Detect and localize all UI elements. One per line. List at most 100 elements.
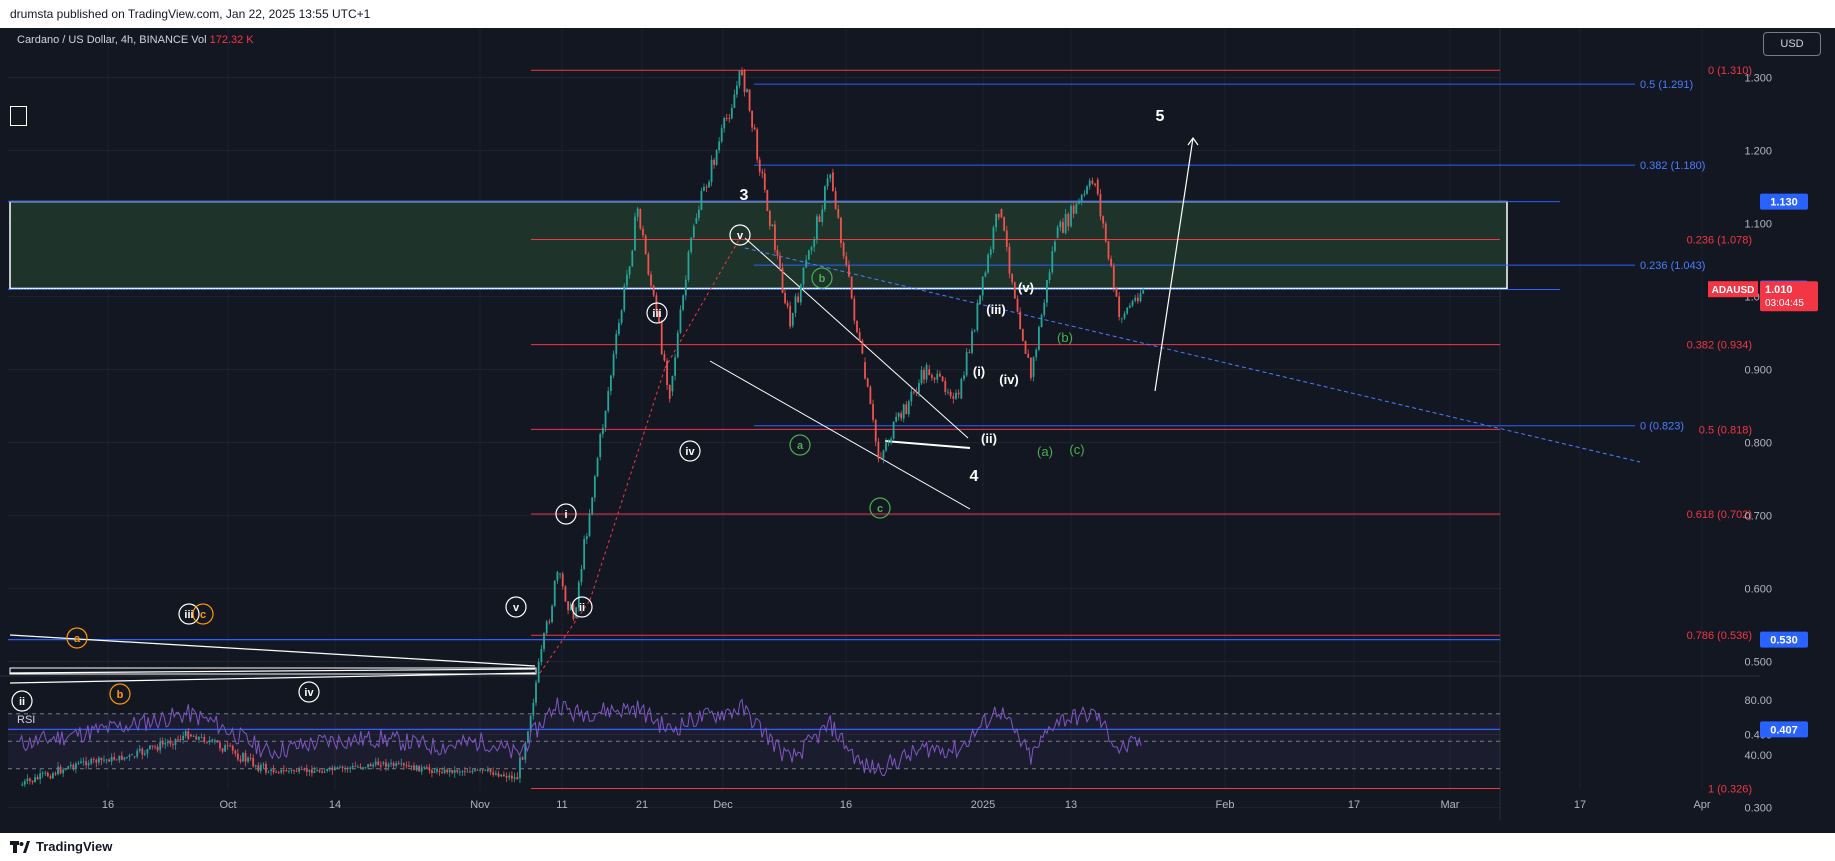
wedge-lower-line[interactable] — [709, 360, 971, 510]
candle-body — [339, 766, 341, 768]
wave-label-circle — [811, 267, 833, 289]
candle-body — [151, 745, 154, 747]
candle-body — [989, 249, 992, 255]
wave-dashed-line[interactable] — [539, 599, 591, 674]
candle-body — [1126, 307, 1129, 314]
candle-body — [182, 735, 185, 740]
candle-body — [567, 601, 569, 611]
candle-body — [1043, 302, 1046, 315]
candle-body — [644, 235, 647, 255]
candle-body — [766, 189, 769, 211]
drawing-box[interactable] — [10, 106, 27, 126]
candle-body — [910, 391, 913, 402]
candle-body — [527, 731, 529, 743]
candle-body — [143, 753, 146, 755]
candle-body — [877, 441, 880, 459]
candle-body — [349, 767, 352, 770]
resistance-dashed-line[interactable] — [744, 247, 1641, 463]
candle-body — [511, 775, 513, 779]
tradingview-logo[interactable]: TradingView — [10, 839, 112, 854]
projection-line[interactable] — [1154, 137, 1194, 392]
x-tick-label: 17 — [1348, 799, 1360, 811]
candle-body — [776, 249, 779, 256]
candle-body — [1019, 311, 1022, 330]
candle-body — [82, 761, 85, 763]
candle-body — [543, 633, 545, 650]
wave-label: (iv) — [999, 372, 1019, 387]
candle-body — [77, 763, 80, 764]
wave-label: (v) — [1018, 280, 1034, 295]
candle-body — [915, 392, 918, 394]
candle-body — [1005, 230, 1008, 247]
triangle-mid-line[interactable] — [9, 668, 536, 674]
candle-body — [604, 410, 607, 428]
candle-body — [761, 171, 764, 174]
candle-body — [1110, 258, 1113, 266]
y-tick-label: 0.300 — [1744, 803, 1772, 815]
candle-body — [1072, 205, 1075, 214]
candle-body — [532, 702, 535, 716]
candle-body — [313, 771, 316, 773]
consolidation-box[interactable] — [9, 667, 537, 675]
candle-body — [387, 764, 390, 767]
candle-body — [95, 759, 98, 763]
candle-body — [303, 769, 306, 770]
price-badge — [1760, 193, 1808, 210]
candle-body — [987, 254, 989, 273]
candle-body — [984, 272, 987, 277]
candle-body — [548, 621, 551, 623]
candle-body — [497, 773, 500, 777]
candle-body — [428, 767, 431, 771]
wave-label-circle — [571, 596, 593, 618]
candle-body — [62, 769, 65, 774]
candle-body — [113, 757, 116, 760]
supply-zone[interactable] — [9, 200, 1508, 290]
candle-body — [41, 773, 44, 774]
price-badge-label: 0.407 — [1770, 724, 1798, 736]
candle-body — [236, 753, 239, 760]
candle-body — [36, 777, 39, 780]
price-badge — [1760, 721, 1808, 738]
wave-ii-line[interactable] — [884, 440, 971, 449]
price-chart[interactable]: 1 (1.759)0.786 (1.559)0.618 (1.401)0.5 (… — [0, 28, 1835, 833]
candle-body — [397, 763, 400, 765]
candle-body — [666, 360, 668, 385]
candle-body — [995, 214, 997, 228]
candle-body — [159, 741, 162, 751]
candle-body — [551, 605, 553, 623]
triangle-lower-line[interactable] — [9, 672, 536, 684]
candle-body — [23, 781, 26, 785]
candle-body — [907, 401, 910, 415]
candle-body — [451, 769, 454, 773]
candle-body — [26, 778, 29, 782]
rsi-tick-label: 80.00 — [1744, 695, 1772, 707]
candle-body — [580, 568, 583, 583]
candle-body — [471, 770, 474, 773]
x-tick-label: Feb — [1216, 799, 1235, 811]
candle-body — [652, 285, 655, 296]
candle-body — [682, 295, 685, 310]
candle-body — [177, 738, 179, 740]
candle-body — [1118, 296, 1121, 317]
candle-body — [925, 364, 928, 380]
currency-button[interactable]: USD — [1763, 32, 1821, 56]
candle-body — [364, 767, 367, 768]
candle-body — [436, 768, 438, 772]
candle-body — [941, 376, 944, 381]
wave-label: c — [877, 503, 883, 515]
candle-body — [687, 251, 690, 280]
wave-dashed-line[interactable] — [589, 367, 666, 601]
candle-body — [1051, 250, 1054, 273]
chart-area[interactable] — [0, 28, 1835, 833]
candle-body — [1088, 180, 1091, 187]
candle-body — [807, 250, 810, 260]
candle-body — [54, 773, 57, 775]
candle-body — [1096, 179, 1099, 195]
candle-body — [575, 607, 578, 618]
fib-retracement-label: 0.382 (0.934) — [1687, 340, 1752, 352]
candle-body — [623, 285, 626, 311]
wave-label: (ii) — [981, 431, 997, 446]
triangle-upper-line[interactable] — [9, 634, 536, 667]
candle-body — [882, 450, 885, 459]
candle-body — [516, 777, 519, 780]
